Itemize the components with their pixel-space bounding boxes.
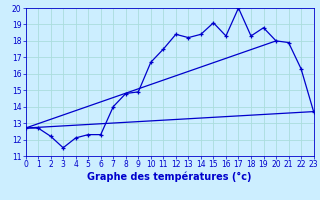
- X-axis label: Graphe des températures (°c): Graphe des températures (°c): [87, 172, 252, 182]
